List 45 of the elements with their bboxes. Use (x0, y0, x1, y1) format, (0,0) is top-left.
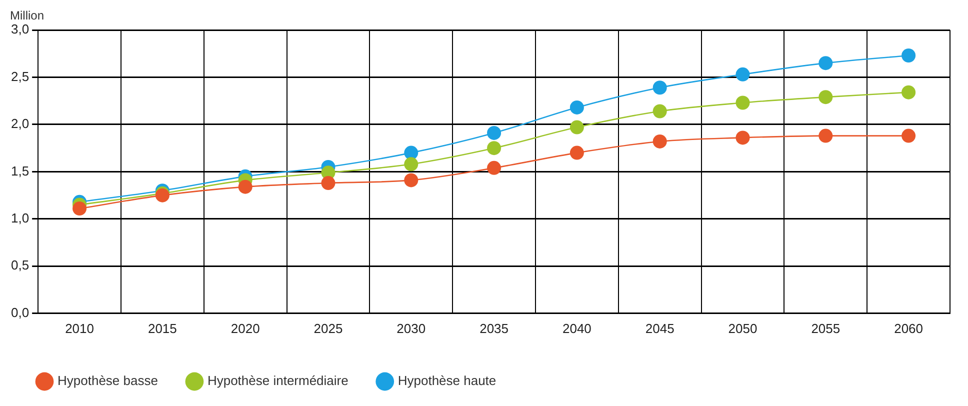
point (736, 96, 750, 110)
point (652, 80, 667, 95)
point (321, 176, 336, 190)
point (818, 90, 833, 104)
x-tick-label: 2025 (314, 320, 343, 336)
y-tick-label: 0,5 (10, 258, 30, 273)
point (487, 160, 502, 175)
point (818, 56, 833, 70)
point (570, 100, 584, 114)
x-tick-label: 2015 (148, 320, 177, 336)
x-tick-label: 2050 (728, 320, 758, 336)
x-tick-label: 2030 (396, 320, 426, 336)
point (818, 128, 833, 143)
point (570, 120, 584, 134)
x-tick-label: 2035 (480, 320, 508, 336)
legend-label: Hypothèse basse (58, 373, 158, 388)
y-axis-title: Million (10, 8, 44, 22)
x-tick-label: 2045 (645, 320, 674, 336)
y-tick-label: 3,0 (10, 22, 30, 37)
y-tick-label: 2,5 (10, 68, 30, 84)
legend-label: Hypothèse haute (398, 373, 496, 388)
point (902, 48, 916, 63)
y-tick-label: 1,0 (10, 210, 30, 226)
y-tick-label: 1,5 (10, 163, 30, 178)
point (72, 202, 87, 216)
x-tick-label: 2040 (562, 320, 592, 336)
y-tick-label: 0,0 (10, 304, 30, 320)
point (652, 134, 667, 148)
x-tick-label: 2060 (894, 320, 924, 336)
y-tick-label: 2,0 (10, 116, 30, 132)
x-tick-label: 2010 (65, 320, 94, 336)
point (902, 128, 916, 143)
x-tick-label: 2020 (230, 320, 260, 336)
legend-label: Hypothèse intermédiaire (207, 373, 348, 388)
point (404, 157, 418, 172)
point (487, 141, 502, 156)
point (238, 180, 252, 194)
point (652, 104, 667, 118)
point (487, 126, 502, 140)
point (570, 146, 584, 160)
point (736, 67, 750, 82)
x-tick-label: 2055 (811, 320, 840, 336)
point (902, 85, 916, 100)
point (404, 173, 418, 188)
point (736, 130, 750, 145)
